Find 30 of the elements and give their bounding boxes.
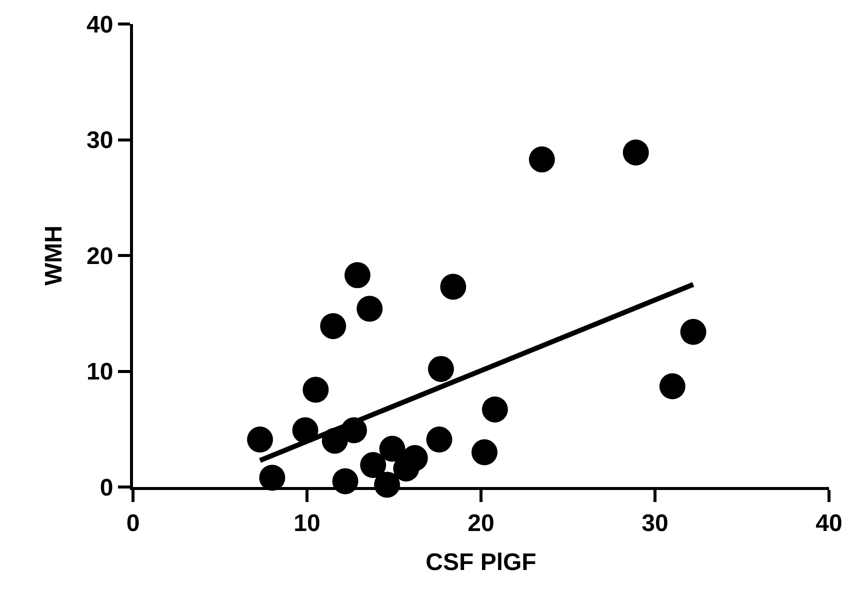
point [680,318,706,345]
x-tick-label: 40 [816,510,842,537]
point [247,426,274,453]
point [482,396,508,422]
point [320,313,346,340]
x-tick-label: 30 [642,510,668,537]
y-tick-label: 10 [86,358,114,386]
y-tick-label: 0 [100,474,114,502]
x-tick-label: 0 [126,510,140,537]
y-tick-label: 30 [86,127,114,154]
point [360,452,386,478]
point [428,356,454,382]
x-axis-title: CSF PlGF [426,549,536,576]
point [471,439,498,466]
y-axis-title: WMH [40,226,68,286]
point [622,139,649,166]
point [259,464,286,491]
y-tick-label: 20 [86,242,114,270]
point [393,455,420,482]
x-tick-label: 20 [468,510,494,537]
x-tick-label: 10 [294,510,320,537]
y-tick-label: 40 [86,11,114,38]
point [528,146,555,172]
point [659,373,686,400]
point [356,296,383,322]
point [302,376,329,403]
point [440,274,466,300]
point [344,262,370,288]
point [426,426,452,453]
point [379,436,406,462]
